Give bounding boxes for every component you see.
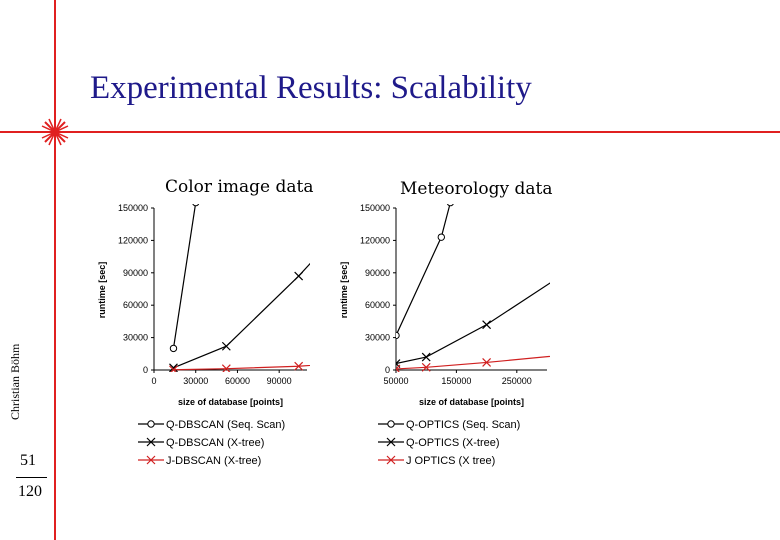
legend-label: Q-OPTICS (X-tree) — [406, 437, 500, 449]
x-tick-label: 0 — [151, 376, 156, 386]
x-tick-label: 60000 — [225, 376, 250, 386]
data-point — [421, 362, 431, 372]
star-icon — [41, 118, 69, 146]
x-tick-label: 90000 — [267, 376, 292, 386]
series-line — [396, 355, 550, 370]
y-tick-label: 0 — [143, 365, 148, 375]
series-line — [173, 364, 310, 371]
legend-label: J OPTICS (X tree) — [406, 455, 495, 467]
plot-area — [396, 204, 580, 372]
legend-marker — [386, 437, 396, 447]
y-tick-label: 0 — [385, 365, 390, 375]
chart-title-meteorology: Meteorology data — [400, 179, 553, 199]
series-line — [396, 282, 550, 365]
x-tick-label: 30000 — [183, 376, 208, 386]
data-point — [421, 352, 431, 362]
slide-title: Experimental Results: Scalability — [90, 70, 532, 106]
y-tick-label: 90000 — [365, 268, 390, 278]
legend-label: J-DBSCAN (X-tree) — [166, 455, 261, 467]
y-axis-label: runtime [sec] — [97, 262, 107, 319]
data-point — [169, 365, 178, 372]
y-tick-label: 60000 — [123, 300, 148, 310]
legend-marker — [146, 455, 156, 465]
y-tick-label: 60000 — [365, 300, 390, 310]
y-axis-label: runtime [sec] — [339, 262, 349, 319]
legend-marker — [146, 437, 156, 447]
legend-marker — [386, 455, 396, 465]
y-tick-label: 150000 — [360, 203, 390, 213]
legend-label: Q-DBSCAN (Seq. Scan) — [166, 419, 285, 431]
chart-meteorology: 0 30000 60000 90000 120000 150000 50000 150000 2… — [339, 203, 580, 467]
series-line — [173, 262, 310, 369]
x-tick-label: 150000 — [441, 376, 471, 386]
chart-title-color-image: Color image data — [165, 177, 314, 197]
y-tick-label: 120000 — [118, 235, 148, 245]
data-point — [294, 271, 304, 281]
y-tick-label: 90000 — [123, 268, 148, 278]
author-name: Christian Böhm — [8, 343, 22, 420]
legend-label: Q-DBSCAN (X-tree) — [166, 437, 264, 449]
data-point — [221, 341, 231, 351]
x-axis-label: size of database [points] — [178, 397, 283, 407]
legend-marker — [387, 420, 395, 428]
data-point — [294, 361, 304, 371]
chart-color-image: 0 30000 60000 90000 120000 150000 0 30000 60000 9… — [97, 203, 310, 467]
data-point — [437, 233, 446, 241]
plot-area — [169, 204, 310, 372]
y-tick-label: 120000 — [360, 235, 390, 245]
y-tick-label: 150000 — [118, 203, 148, 213]
data-point — [446, 204, 454, 207]
legend-marker — [147, 420, 155, 428]
y-tick-label: 30000 — [365, 333, 390, 343]
series-line — [172, 204, 197, 349]
page-divider — [16, 477, 47, 478]
data-point — [482, 320, 492, 330]
page-total: 120 — [18, 483, 42, 500]
data-point — [573, 261, 580, 269]
data-point — [482, 358, 492, 367]
data-point — [169, 344, 178, 353]
data-point — [396, 364, 401, 372]
x-axis-label: size of database [points] — [419, 397, 524, 407]
x-tick-label: 50000 — [383, 376, 408, 386]
data-point — [192, 204, 200, 207]
data-point — [573, 350, 580, 358]
y-tick-label: 30000 — [123, 333, 148, 343]
page-number: 51 — [20, 452, 36, 469]
series-line — [396, 204, 451, 336]
data-point — [396, 331, 400, 340]
legend-label: Q-OPTICS (Seq. Scan) — [406, 419, 520, 431]
data-point — [221, 364, 231, 372]
x-tick-label: 250000 — [502, 376, 532, 386]
data-point — [169, 363, 178, 372]
